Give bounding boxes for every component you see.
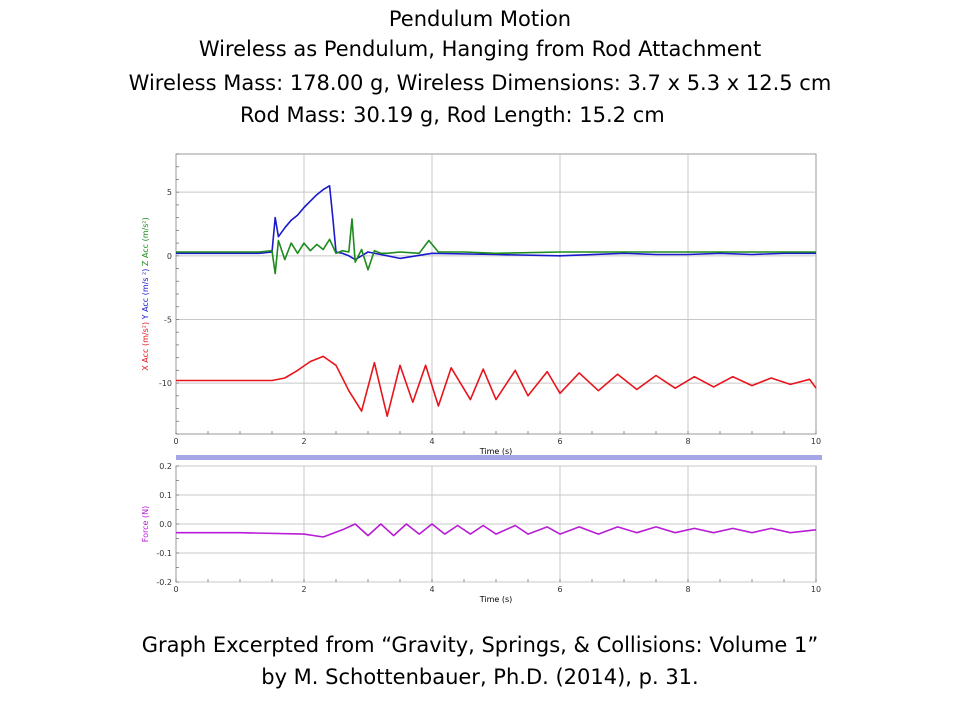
x-tick-label: 6 [557, 585, 562, 594]
x-tick-label: 6 [557, 437, 562, 446]
y-tick-label: 5 [167, 188, 172, 197]
acceleration-panel: 0 2 4 6 8 10 5 0 -5 -10 Time (s) X Acc (m/s²) Y Acc… [141, 153, 821, 456]
y-axis-label-z-acc: Z Acc (m/s²) [141, 217, 150, 268]
series-line-z-acc [176, 218, 816, 275]
mass-dimensions-line: Wireless Mass: 178.00 g, Wireless Dimens… [128, 71, 832, 95]
x-tick-label: 2 [301, 585, 306, 594]
x-axis-label: Time (s) [479, 595, 513, 604]
rod-info-line: Rod Mass: 30.19 g, Rod Length: 15.2 cm [240, 103, 665, 127]
series-line-y-acc [176, 185, 816, 261]
force-panel: 0 2 4 6 8 10 0.2 0.1 0.0 -0.1 -0.2 Time (s) Force (N… [141, 462, 821, 604]
x-axis-label: Time (s) [479, 447, 513, 456]
y-tick-label: -10 [159, 379, 172, 388]
y-axis-label-x-acc: X Acc (m/s²) [141, 322, 150, 371]
series-line-x-acc [176, 355, 817, 418]
x-tick-label: 10 [811, 437, 821, 446]
y-tick-label: -0.1 [156, 549, 172, 558]
y-tick-label: 0.0 [159, 520, 172, 529]
x-tick-label: 8 [685, 585, 690, 594]
y-tick-label: -0.2 [156, 578, 172, 587]
x-tick-label: 4 [429, 437, 434, 446]
x-tick-label: 10 [811, 585, 821, 594]
x-tick-label: 0 [173, 585, 178, 594]
chart-title: Pendulum Motion [388, 7, 572, 31]
series-line-force [176, 523, 817, 538]
x-tick-label: 2 [301, 437, 306, 446]
y-axis-label-force: Force (N) [141, 506, 150, 542]
y-axis-label-y-acc: Y Acc (m/s ²) [141, 269, 150, 322]
y-tick-label: 0.1 [159, 491, 172, 500]
y-axis-label: Force (N) [141, 506, 150, 542]
panel-separator-bar [176, 455, 822, 460]
y-tick-label: -5 [164, 315, 172, 324]
plot-frame [175, 153, 817, 435]
chart-subtitle: Wireless as Pendulum, Hanging from Rod A… [198, 37, 762, 61]
x-tick-label: 8 [685, 437, 690, 446]
source-caption-line1: Graph Excerpted from “Gravity, Springs, … [141, 633, 819, 657]
y-axis-label: X Acc (m/s²) Y Acc (m/s ²) Z Acc (m/s²) [141, 217, 150, 370]
y-tick-label: 0.2 [159, 462, 172, 471]
x-tick-label: 4 [429, 585, 434, 594]
source-caption-line2: by M. Schottenbauer, Ph.D. (2014), p. 31… [261, 665, 699, 689]
x-tick-label: 0 [173, 437, 178, 446]
y-tick-label: 0 [167, 252, 172, 261]
